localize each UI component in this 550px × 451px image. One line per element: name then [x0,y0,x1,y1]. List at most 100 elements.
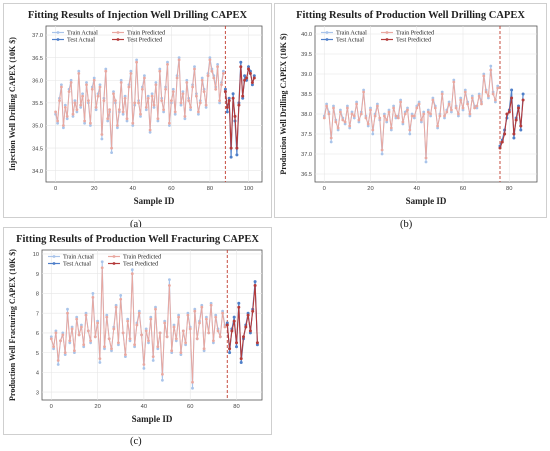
data-point-train-predicted [179,101,183,105]
data-point-train-predicted [183,115,187,118]
data-point-train-actual [81,92,84,96]
data-point-train-predicted [429,112,432,116]
data-point-train-actual [380,152,384,156]
data-point-test-actual [229,155,233,159]
data-point-train-actual [82,345,86,349]
data-point-train-predicted [179,351,183,354]
data-point-train-predicted [364,116,368,120]
data-point-test-predicted [255,341,259,345]
data-point-train-actual [424,160,428,164]
data-point-train-actual [75,315,79,319]
data-point-train-predicted [216,329,220,333]
data-point-train-actual [177,313,181,317]
data-point-train-predicted [83,119,86,123]
data-point-train-actual [329,140,333,144]
x-tick-label: 20 [91,186,97,192]
data-point-train-predicted [168,284,171,287]
data-point-train-actual [408,132,412,136]
data-point-train-predicted [376,104,379,108]
data-point-train-actual [104,67,108,71]
data-point-test-predicted [239,357,243,361]
data-point-train-predicted [87,99,90,102]
y-tick-label: 36.5 [32,56,43,62]
data-point-train-predicted [468,112,472,116]
data-point-train-predicted [90,87,94,91]
y-tick-label: 40.0 [301,32,312,38]
y-tick-label: 37.0 [32,33,43,39]
data-point-test-predicted [241,94,245,98]
data-point-train-actual [214,313,218,317]
data-point-train-predicted [96,321,99,325]
data-point-test-predicted [498,146,502,150]
y-axis-title: Injection Well Drilling CAPEX (10K $) [8,37,17,171]
data-point-train-predicted [116,124,119,127]
y-tick-label: 39.0 [301,72,312,78]
data-point-train-actual [401,122,405,126]
x-tick-label: 40 [141,404,147,410]
data-point-test-predicted [237,305,241,309]
data-point-train-predicted [133,101,137,105]
data-point-train-actual [143,74,146,78]
data-point-train-actual [355,100,358,104]
data-point-train-actual [100,260,104,264]
data-point-train-predicted [396,116,400,120]
data-point-train-actual [179,103,183,107]
data-point-train-predicted [147,339,150,343]
data-point-train-actual [92,76,96,80]
data-point-train-predicted [56,359,60,362]
data-point-train-actual [383,112,386,116]
data-point-train-actual [49,335,53,339]
legend-marker-train-predicted [112,255,116,258]
data-point-train-actual [204,106,208,109]
y-tick-label: 34.5 [32,146,43,152]
data-point-train-predicted [445,110,449,114]
data-point-train-actual [68,341,72,345]
data-point-train-predicted [197,110,200,114]
data-point-train-predicted [94,106,98,109]
data-point-train-predicted [85,83,88,87]
data-point-test-predicted [227,99,231,103]
data-point-train-actual [440,90,444,94]
data-point-train-actual [148,130,152,134]
data-point-train-predicted [325,104,328,108]
data-point-train-predicted [151,355,155,358]
y-tick-label: 34.0 [32,169,43,175]
chart-panel-production-drilling: Fitting Results of Production Well Drill… [274,3,547,218]
data-point-train-predicted [470,96,474,100]
data-point-train-predicted [123,96,127,100]
data-point-train-predicted [452,80,456,84]
x-tick-label: 0 [323,186,326,192]
data-point-train-actual [452,78,456,82]
data-point-train-predicted [185,81,189,84]
data-point-train-actual [209,301,213,305]
data-point-train-actual [85,81,88,84]
data-point-train-predicted [346,106,349,110]
data-point-train-predicted [110,146,113,150]
data-point-train-predicted [163,321,167,325]
data-point-train-predicted [154,83,158,87]
data-point-train-predicted [103,345,106,349]
data-point-train-predicted [355,102,358,106]
data-point-train-actual [66,307,69,311]
data-point-train-predicted [212,339,215,343]
x-tick-label: 0 [54,186,57,192]
y-tick-label: 35.5 [32,101,43,107]
data-point-train-predicted [424,156,428,160]
data-point-train-predicted [59,339,62,343]
data-point-train-actual [91,292,95,295]
data-point-train-predicted [63,106,67,109]
data-point-train-predicted [394,114,398,118]
data-point-train-predicted [473,106,476,110]
plot-area [41,249,263,401]
data-point-test-predicted [243,78,247,82]
data-point-train-predicted [168,121,171,125]
data-point-train-actual [158,67,162,71]
data-point-train-predicted [322,116,326,120]
data-point-train-actual [144,108,148,112]
x-tick-label: 80 [506,186,512,192]
data-point-train-actual [168,124,171,127]
data-point-test-predicted [248,329,252,333]
data-point-train-actual [208,56,212,60]
data-point-train-predicted [148,128,152,132]
data-point-test-predicted [514,118,518,122]
